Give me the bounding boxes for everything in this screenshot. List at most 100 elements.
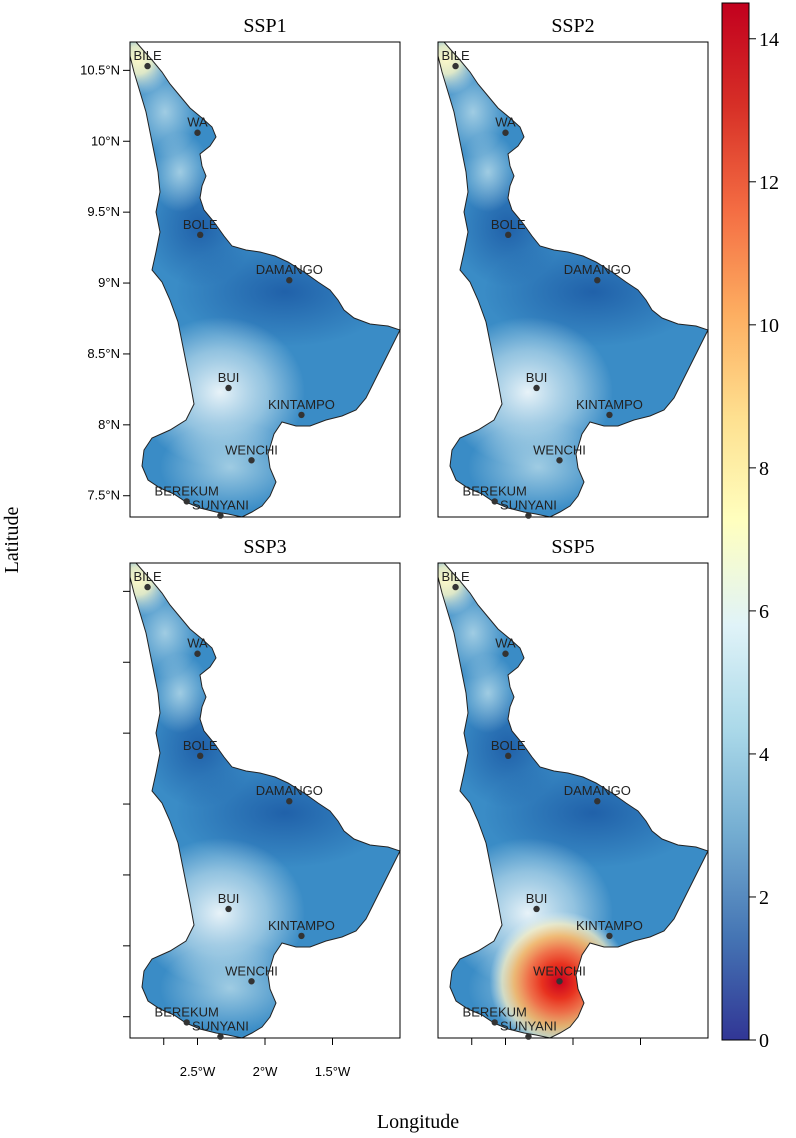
place-label: BUI bbox=[218, 370, 240, 385]
place-kintampo: KINTAMPO bbox=[576, 918, 643, 940]
y-tick-label: 10°N bbox=[91, 133, 120, 148]
place-bile: BILE bbox=[133, 48, 162, 70]
place-bole: BOLE bbox=[183, 217, 218, 239]
place-label: BEREKUM bbox=[155, 1004, 219, 1019]
place-marker bbox=[248, 457, 255, 464]
place-label: DAMANGO bbox=[564, 262, 631, 277]
basin-outline bbox=[129, 562, 401, 1039]
place-label: BOLE bbox=[491, 738, 526, 753]
panel-frame bbox=[437, 41, 709, 518]
place-marker bbox=[502, 650, 509, 657]
panel-title: SSP2 bbox=[551, 15, 594, 37]
place-marker bbox=[194, 650, 201, 657]
place-marker bbox=[502, 129, 509, 136]
place-label: BOLE bbox=[183, 738, 218, 753]
panel-frame bbox=[129, 41, 401, 518]
place-wa: WA bbox=[495, 115, 516, 136]
place-label: KINTAMPO bbox=[268, 918, 335, 933]
x-tick-label: 1.5°W bbox=[315, 1064, 351, 1079]
place-damango: DAMANGO bbox=[564, 783, 631, 805]
x-axis-label: Longitude bbox=[377, 1111, 459, 1133]
place-marker bbox=[594, 798, 601, 805]
place-label: BUI bbox=[526, 370, 548, 385]
panel-title: SSP5 bbox=[551, 536, 594, 558]
place-damango: DAMANGO bbox=[256, 262, 323, 284]
place-marker bbox=[606, 932, 613, 940]
place-kintampo: KINTAMPO bbox=[576, 397, 643, 419]
place-berekum: BEREKUM bbox=[155, 1004, 219, 1026]
place-marker bbox=[194, 129, 201, 136]
panel-title: SSP1 bbox=[243, 15, 286, 37]
place-label: WENCHI bbox=[533, 963, 586, 978]
place-marker bbox=[606, 411, 613, 419]
place-marker bbox=[286, 277, 293, 284]
place-label: BUI bbox=[526, 891, 548, 906]
place-label: BEREKUM bbox=[463, 483, 527, 498]
place-label: BILE bbox=[441, 569, 470, 584]
place-marker bbox=[594, 277, 601, 284]
y-tick-label: 9.5°N bbox=[87, 204, 120, 219]
colorbar-tick-label: 6 bbox=[759, 601, 769, 623]
place-berekum: BEREKUM bbox=[155, 483, 219, 505]
place-marker bbox=[556, 457, 563, 464]
basin-outline bbox=[437, 41, 709, 518]
place-marker bbox=[298, 411, 305, 419]
place-damango: DAMANGO bbox=[256, 783, 323, 805]
place-bile: BILE bbox=[441, 48, 470, 70]
colorbar-tick-label: 2 bbox=[759, 887, 769, 909]
colorbar-tick-label: 14 bbox=[759, 29, 779, 51]
place-marker bbox=[217, 1033, 224, 1040]
y-tick-label: 9°N bbox=[98, 275, 120, 290]
place-marker bbox=[217, 512, 224, 519]
panel-ssp1: SSP1 BILE WA BOLE DAMANGO BUI KINTAMPO WENCHI BE… bbox=[80, 15, 401, 519]
place-label: SUNYANI bbox=[192, 1019, 249, 1034]
place-sunyani: SUNYANI bbox=[500, 498, 557, 519]
place-marker bbox=[452, 583, 459, 591]
place-marker bbox=[225, 905, 232, 913]
place-marker bbox=[298, 932, 305, 940]
place-label: WENCHI bbox=[533, 442, 586, 457]
place-bui: BUI bbox=[526, 891, 548, 913]
place-wenchi: WENCHI bbox=[225, 963, 278, 985]
place-marker bbox=[491, 498, 498, 505]
place-marker bbox=[225, 384, 232, 392]
place-marker bbox=[491, 1019, 498, 1026]
place-bole: BOLE bbox=[183, 738, 218, 760]
y-tick-label: 8.5°N bbox=[87, 346, 120, 361]
place-wa: WA bbox=[187, 115, 208, 136]
colorbar-tick-label: 0 bbox=[759, 1030, 769, 1052]
colorbar-tick-label: 12 bbox=[759, 172, 779, 194]
place-label: WA bbox=[187, 636, 208, 651]
place-label: BILE bbox=[441, 48, 470, 63]
place-bui: BUI bbox=[218, 891, 240, 913]
place-label: WA bbox=[495, 115, 516, 130]
place-wa: WA bbox=[495, 636, 516, 657]
place-marker bbox=[505, 231, 512, 239]
place-marker bbox=[248, 978, 255, 985]
colorbar-tick-label: 8 bbox=[759, 458, 769, 480]
place-marker bbox=[183, 1019, 190, 1026]
y-tick-label: 7.5°N bbox=[87, 488, 120, 503]
place-kintampo: KINTAMPO bbox=[268, 397, 335, 419]
y-tick-label: 8°N bbox=[98, 417, 120, 432]
place-label: WA bbox=[187, 115, 208, 130]
place-label: SUNYANI bbox=[500, 1019, 557, 1034]
place-label: BUI bbox=[218, 891, 240, 906]
place-marker bbox=[144, 583, 151, 591]
place-marker bbox=[144, 62, 151, 70]
place-bui: BUI bbox=[218, 370, 240, 392]
y-axis-label: Latitude bbox=[1, 507, 23, 574]
place-marker bbox=[197, 752, 204, 760]
place-label: SUNYANI bbox=[500, 498, 557, 513]
place-marker bbox=[286, 798, 293, 805]
basin-outline bbox=[437, 562, 709, 1039]
basin-outline bbox=[129, 41, 401, 518]
place-marker bbox=[525, 1033, 532, 1040]
place-label: BILE bbox=[133, 569, 162, 584]
place-label: DAMANGO bbox=[256, 783, 323, 798]
place-label: KINTAMPO bbox=[576, 397, 643, 412]
place-kintampo: KINTAMPO bbox=[268, 918, 335, 940]
place-bile: BILE bbox=[441, 569, 470, 591]
place-berekum: BEREKUM bbox=[463, 1004, 527, 1026]
